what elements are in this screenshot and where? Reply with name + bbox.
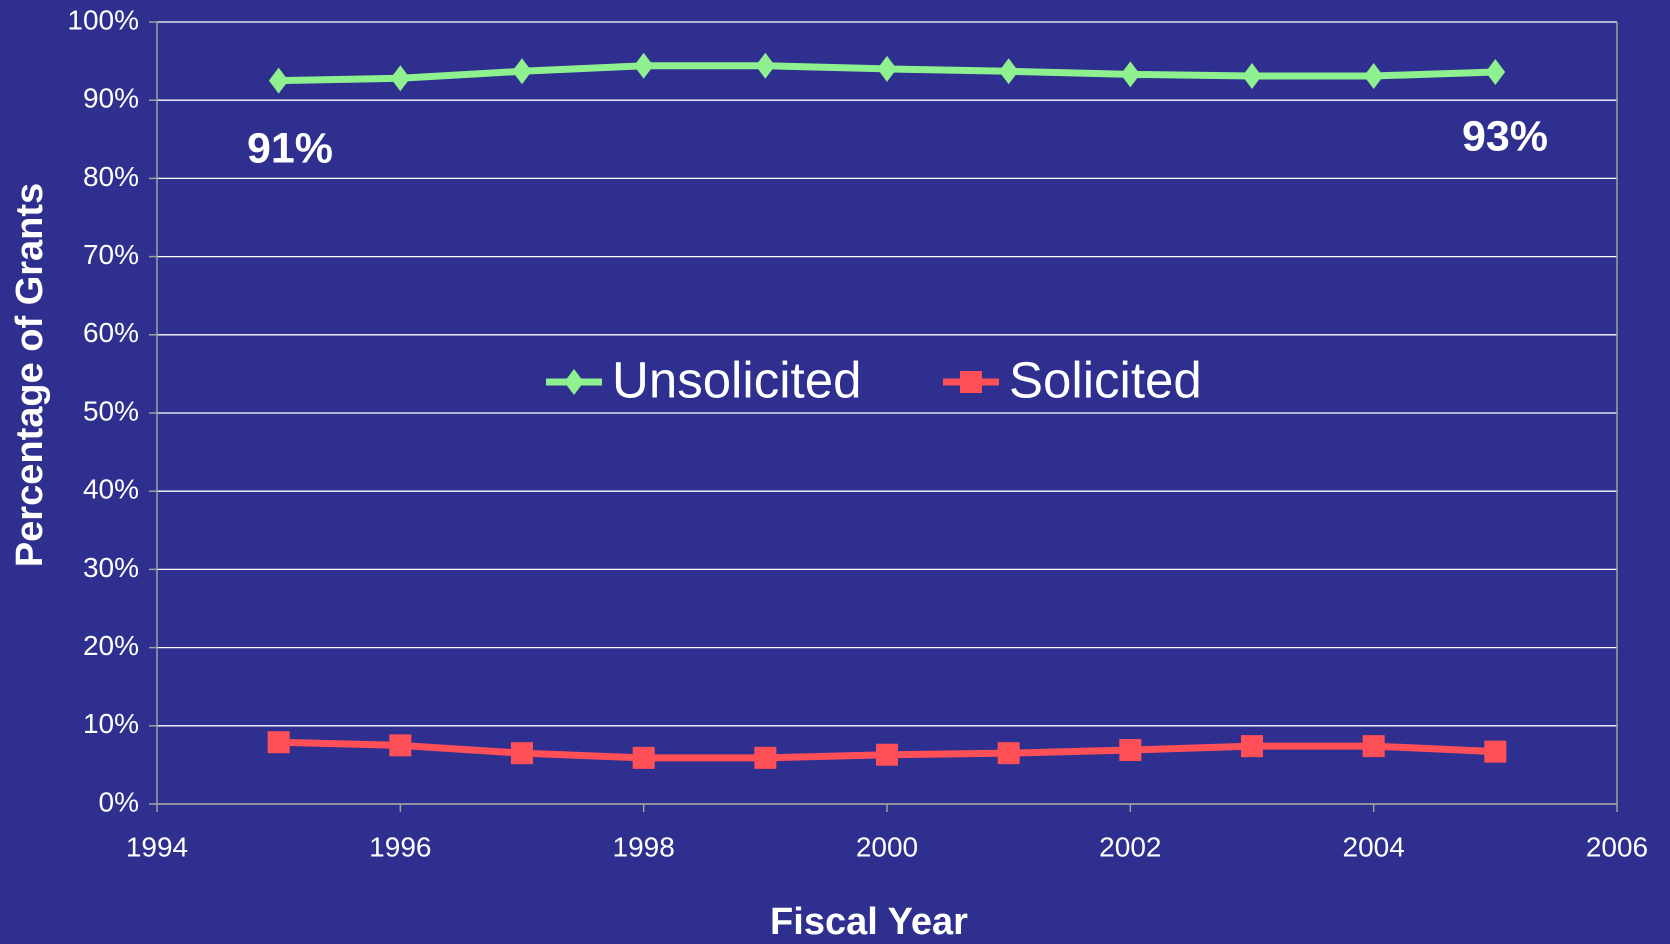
x-tick-label: 2006 [1586, 831, 1648, 862]
marker [511, 742, 533, 765]
y-tick-label: 0% [99, 786, 139, 817]
marker [1362, 735, 1385, 758]
x-axis-title: Fiscal Year [770, 901, 968, 943]
y-tick-label: 70% [83, 239, 139, 270]
marker [1120, 61, 1141, 88]
annotation: 91% [247, 124, 333, 172]
y-tick-label: 30% [83, 552, 139, 583]
y-tick-label: 80% [83, 161, 139, 192]
marker [564, 369, 584, 395]
x-tick-label: 2004 [1343, 831, 1405, 862]
x-tick-label: 2002 [1099, 831, 1161, 862]
marker [1485, 59, 1506, 86]
y-tick-label: 20% [83, 630, 139, 661]
x-tick-label: 1996 [369, 831, 431, 862]
marker [877, 55, 897, 82]
legend-label: Solicited [1009, 351, 1202, 408]
marker [1241, 735, 1263, 758]
legend-label: Unsolicited [612, 351, 861, 408]
marker [1363, 62, 1384, 89]
y-tick-label: 100% [67, 4, 139, 35]
marker [997, 742, 1020, 765]
y-tick-label: 50% [83, 395, 139, 426]
marker [512, 58, 532, 85]
y-axis-title: Percentage of Grants [9, 183, 51, 567]
marker [268, 67, 289, 94]
marker [755, 52, 776, 79]
marker [754, 746, 777, 769]
y-tick-label: 60% [83, 317, 139, 348]
marker [1242, 62, 1262, 89]
x-tick-label: 1994 [126, 831, 188, 862]
marker [960, 371, 982, 393]
marker [998, 58, 1019, 85]
marker [632, 746, 655, 769]
x-tick-label: 1998 [613, 831, 675, 862]
marker [633, 52, 654, 79]
annotation: 93% [1462, 112, 1548, 160]
marker [876, 743, 898, 766]
y-tick-label: 90% [83, 83, 139, 114]
marker [1484, 740, 1507, 763]
marker [389, 734, 412, 757]
y-tick-label: 40% [83, 474, 139, 505]
marker [267, 731, 290, 754]
marker [1119, 739, 1142, 762]
y-tick-label: 10% [83, 708, 139, 739]
marker [390, 65, 411, 92]
x-tick-label: 2000 [856, 831, 918, 862]
